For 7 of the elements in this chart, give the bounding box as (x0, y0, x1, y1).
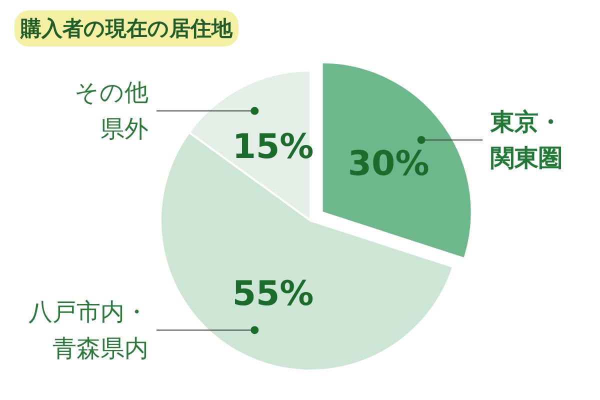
data-label: 30% (348, 144, 430, 184)
slice-label: 東京・関東圏 (490, 108, 562, 172)
slice-label: 八戸市内・青森県内 (28, 298, 148, 362)
slice-label: その他県外 (74, 78, 148, 144)
chart-title: 購入者の現在の居住地 (20, 16, 234, 40)
data-label: 15% (232, 126, 314, 167)
data-label: 55% (232, 274, 314, 314)
